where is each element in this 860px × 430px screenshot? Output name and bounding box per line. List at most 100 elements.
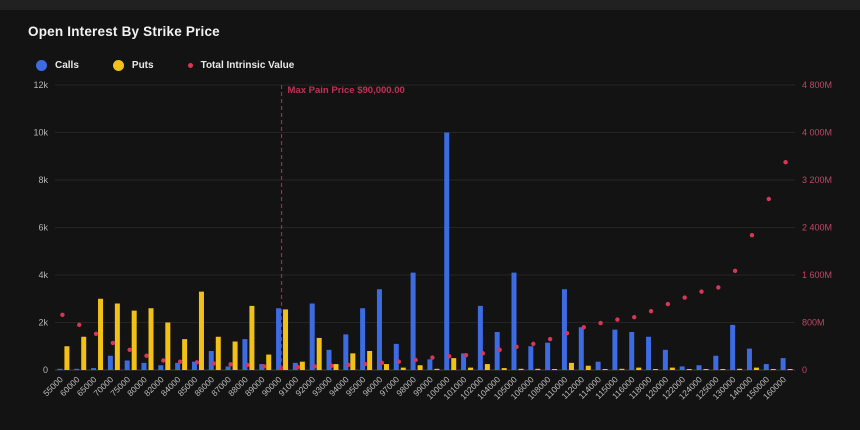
puts-bar[interactable] xyxy=(114,303,120,371)
intrinsic-value-dot[interactable] xyxy=(598,320,603,326)
puts-bar[interactable] xyxy=(266,354,272,370)
intrinsic-value-dot[interactable] xyxy=(749,233,755,238)
puts-bar[interactable] xyxy=(451,358,457,370)
calls-bar[interactable] xyxy=(713,355,719,370)
calls-bar[interactable] xyxy=(461,353,467,370)
puts-bar[interactable] xyxy=(283,309,289,370)
puts-bar[interactable] xyxy=(299,361,305,370)
puts-bar[interactable] xyxy=(417,365,423,370)
intrinsic-value-dot[interactable] xyxy=(262,364,267,369)
puts-bar[interactable] xyxy=(703,369,709,370)
puts-bar[interactable] xyxy=(232,341,238,371)
calls-bar[interactable] xyxy=(141,362,147,370)
legend-item-puts[interactable]: Puts xyxy=(112,60,154,71)
calls-bar[interactable] xyxy=(175,362,181,370)
calls-bar[interactable] xyxy=(780,358,786,370)
intrinsic-value-dot[interactable] xyxy=(211,361,216,366)
intrinsic-value-dot[interactable] xyxy=(396,359,401,364)
puts-bar[interactable] xyxy=(753,367,759,370)
puts-bar[interactable] xyxy=(198,291,204,370)
puts-bar[interactable] xyxy=(468,367,474,370)
calls-bar[interactable] xyxy=(91,368,97,370)
calls-bar[interactable] xyxy=(242,339,248,370)
calls-bar[interactable] xyxy=(410,272,416,370)
puts-bar[interactable] xyxy=(165,322,171,371)
puts-bar[interactable] xyxy=(316,337,322,370)
puts-bar[interactable] xyxy=(350,353,356,370)
intrinsic-value-dot[interactable] xyxy=(295,364,301,370)
puts-bar[interactable] xyxy=(81,336,87,370)
puts-bar[interactable] xyxy=(636,367,642,370)
calls-bar[interactable] xyxy=(612,329,618,370)
intrinsic-value-dot[interactable] xyxy=(177,359,183,364)
intrinsic-value-dot[interactable] xyxy=(60,312,65,317)
calls-bar[interactable] xyxy=(376,289,382,370)
intrinsic-value-dot[interactable] xyxy=(93,331,99,336)
calls-bar[interactable] xyxy=(561,289,567,370)
intrinsic-value-dot[interactable] xyxy=(312,364,317,369)
intrinsic-value-dot[interactable] xyxy=(480,351,486,356)
calls-bar[interactable] xyxy=(276,308,282,370)
intrinsic-value-dot[interactable] xyxy=(547,336,553,342)
intrinsic-value-dot[interactable] xyxy=(648,309,654,314)
calls-bar[interactable] xyxy=(595,361,601,370)
calls-bar[interactable] xyxy=(578,327,584,370)
puts-bar[interactable] xyxy=(770,369,776,370)
puts-bar[interactable] xyxy=(669,367,675,370)
calls-bar[interactable] xyxy=(528,346,534,370)
puts-bar[interactable] xyxy=(602,369,608,370)
calls-bar[interactable] xyxy=(477,305,483,370)
calls-bar[interactable] xyxy=(360,308,366,370)
intrinsic-value-dot[interactable] xyxy=(514,344,519,350)
calls-bar[interactable] xyxy=(158,365,164,370)
intrinsic-value-dot[interactable] xyxy=(194,360,200,365)
legend-item-calls[interactable]: Calls xyxy=(36,60,79,71)
puts-bar[interactable] xyxy=(367,351,373,370)
intrinsic-value-dot[interactable] xyxy=(615,317,620,322)
calls-bar[interactable] xyxy=(124,360,130,371)
intrinsic-value-dot[interactable] xyxy=(245,362,250,368)
puts-bar[interactable] xyxy=(182,339,188,370)
calls-bar[interactable] xyxy=(259,364,265,370)
puts-bar[interactable] xyxy=(484,364,490,370)
calls-bar[interactable] xyxy=(326,349,332,370)
intrinsic-value-dot[interactable] xyxy=(463,352,469,358)
intrinsic-value-dot[interactable] xyxy=(766,196,771,202)
intrinsic-value-dot[interactable] xyxy=(783,159,788,165)
intrinsic-value-dot[interactable] xyxy=(632,314,637,320)
calls-bar[interactable] xyxy=(309,303,315,371)
calls-bar[interactable] xyxy=(191,361,197,370)
puts-bar[interactable] xyxy=(131,310,137,370)
intrinsic-value-dot[interactable] xyxy=(110,340,116,346)
puts-bar[interactable] xyxy=(720,369,726,370)
puts-bar[interactable] xyxy=(568,362,574,370)
puts-bar[interactable] xyxy=(98,298,104,370)
puts-bar[interactable] xyxy=(148,308,154,370)
intrinsic-value-dot[interactable] xyxy=(362,361,368,367)
intrinsic-value-dot[interactable] xyxy=(581,325,586,330)
intrinsic-value-dot[interactable] xyxy=(228,362,233,367)
intrinsic-value-dot[interactable] xyxy=(127,347,132,353)
calls-bar[interactable] xyxy=(646,336,652,370)
calls-bar[interactable] xyxy=(208,351,214,370)
puts-bar[interactable] xyxy=(400,367,406,370)
intrinsic-value-dot[interactable] xyxy=(531,341,536,347)
calls-bar[interactable] xyxy=(292,362,298,370)
calls-bar[interactable] xyxy=(696,365,702,370)
puts-bar[interactable] xyxy=(64,346,70,370)
calls-bar[interactable] xyxy=(225,366,231,370)
puts-bar[interactable] xyxy=(215,336,221,370)
puts-bar[interactable] xyxy=(383,364,389,370)
intrinsic-value-dot[interactable] xyxy=(346,362,351,368)
puts-bar[interactable] xyxy=(518,368,524,370)
calls-bar[interactable] xyxy=(107,355,113,370)
puts-bar[interactable] xyxy=(619,368,625,370)
intrinsic-value-dot[interactable] xyxy=(716,285,721,290)
calls-bar[interactable] xyxy=(730,324,736,370)
intrinsic-value-dot[interactable] xyxy=(161,358,166,363)
legend-item-total-intrinsic-value[interactable]: Total Intrinsic Value xyxy=(187,60,294,71)
puts-bar[interactable] xyxy=(653,369,659,370)
calls-bar[interactable] xyxy=(662,349,668,370)
intrinsic-value-dot[interactable] xyxy=(77,322,82,328)
intrinsic-value-dot[interactable] xyxy=(430,355,435,360)
